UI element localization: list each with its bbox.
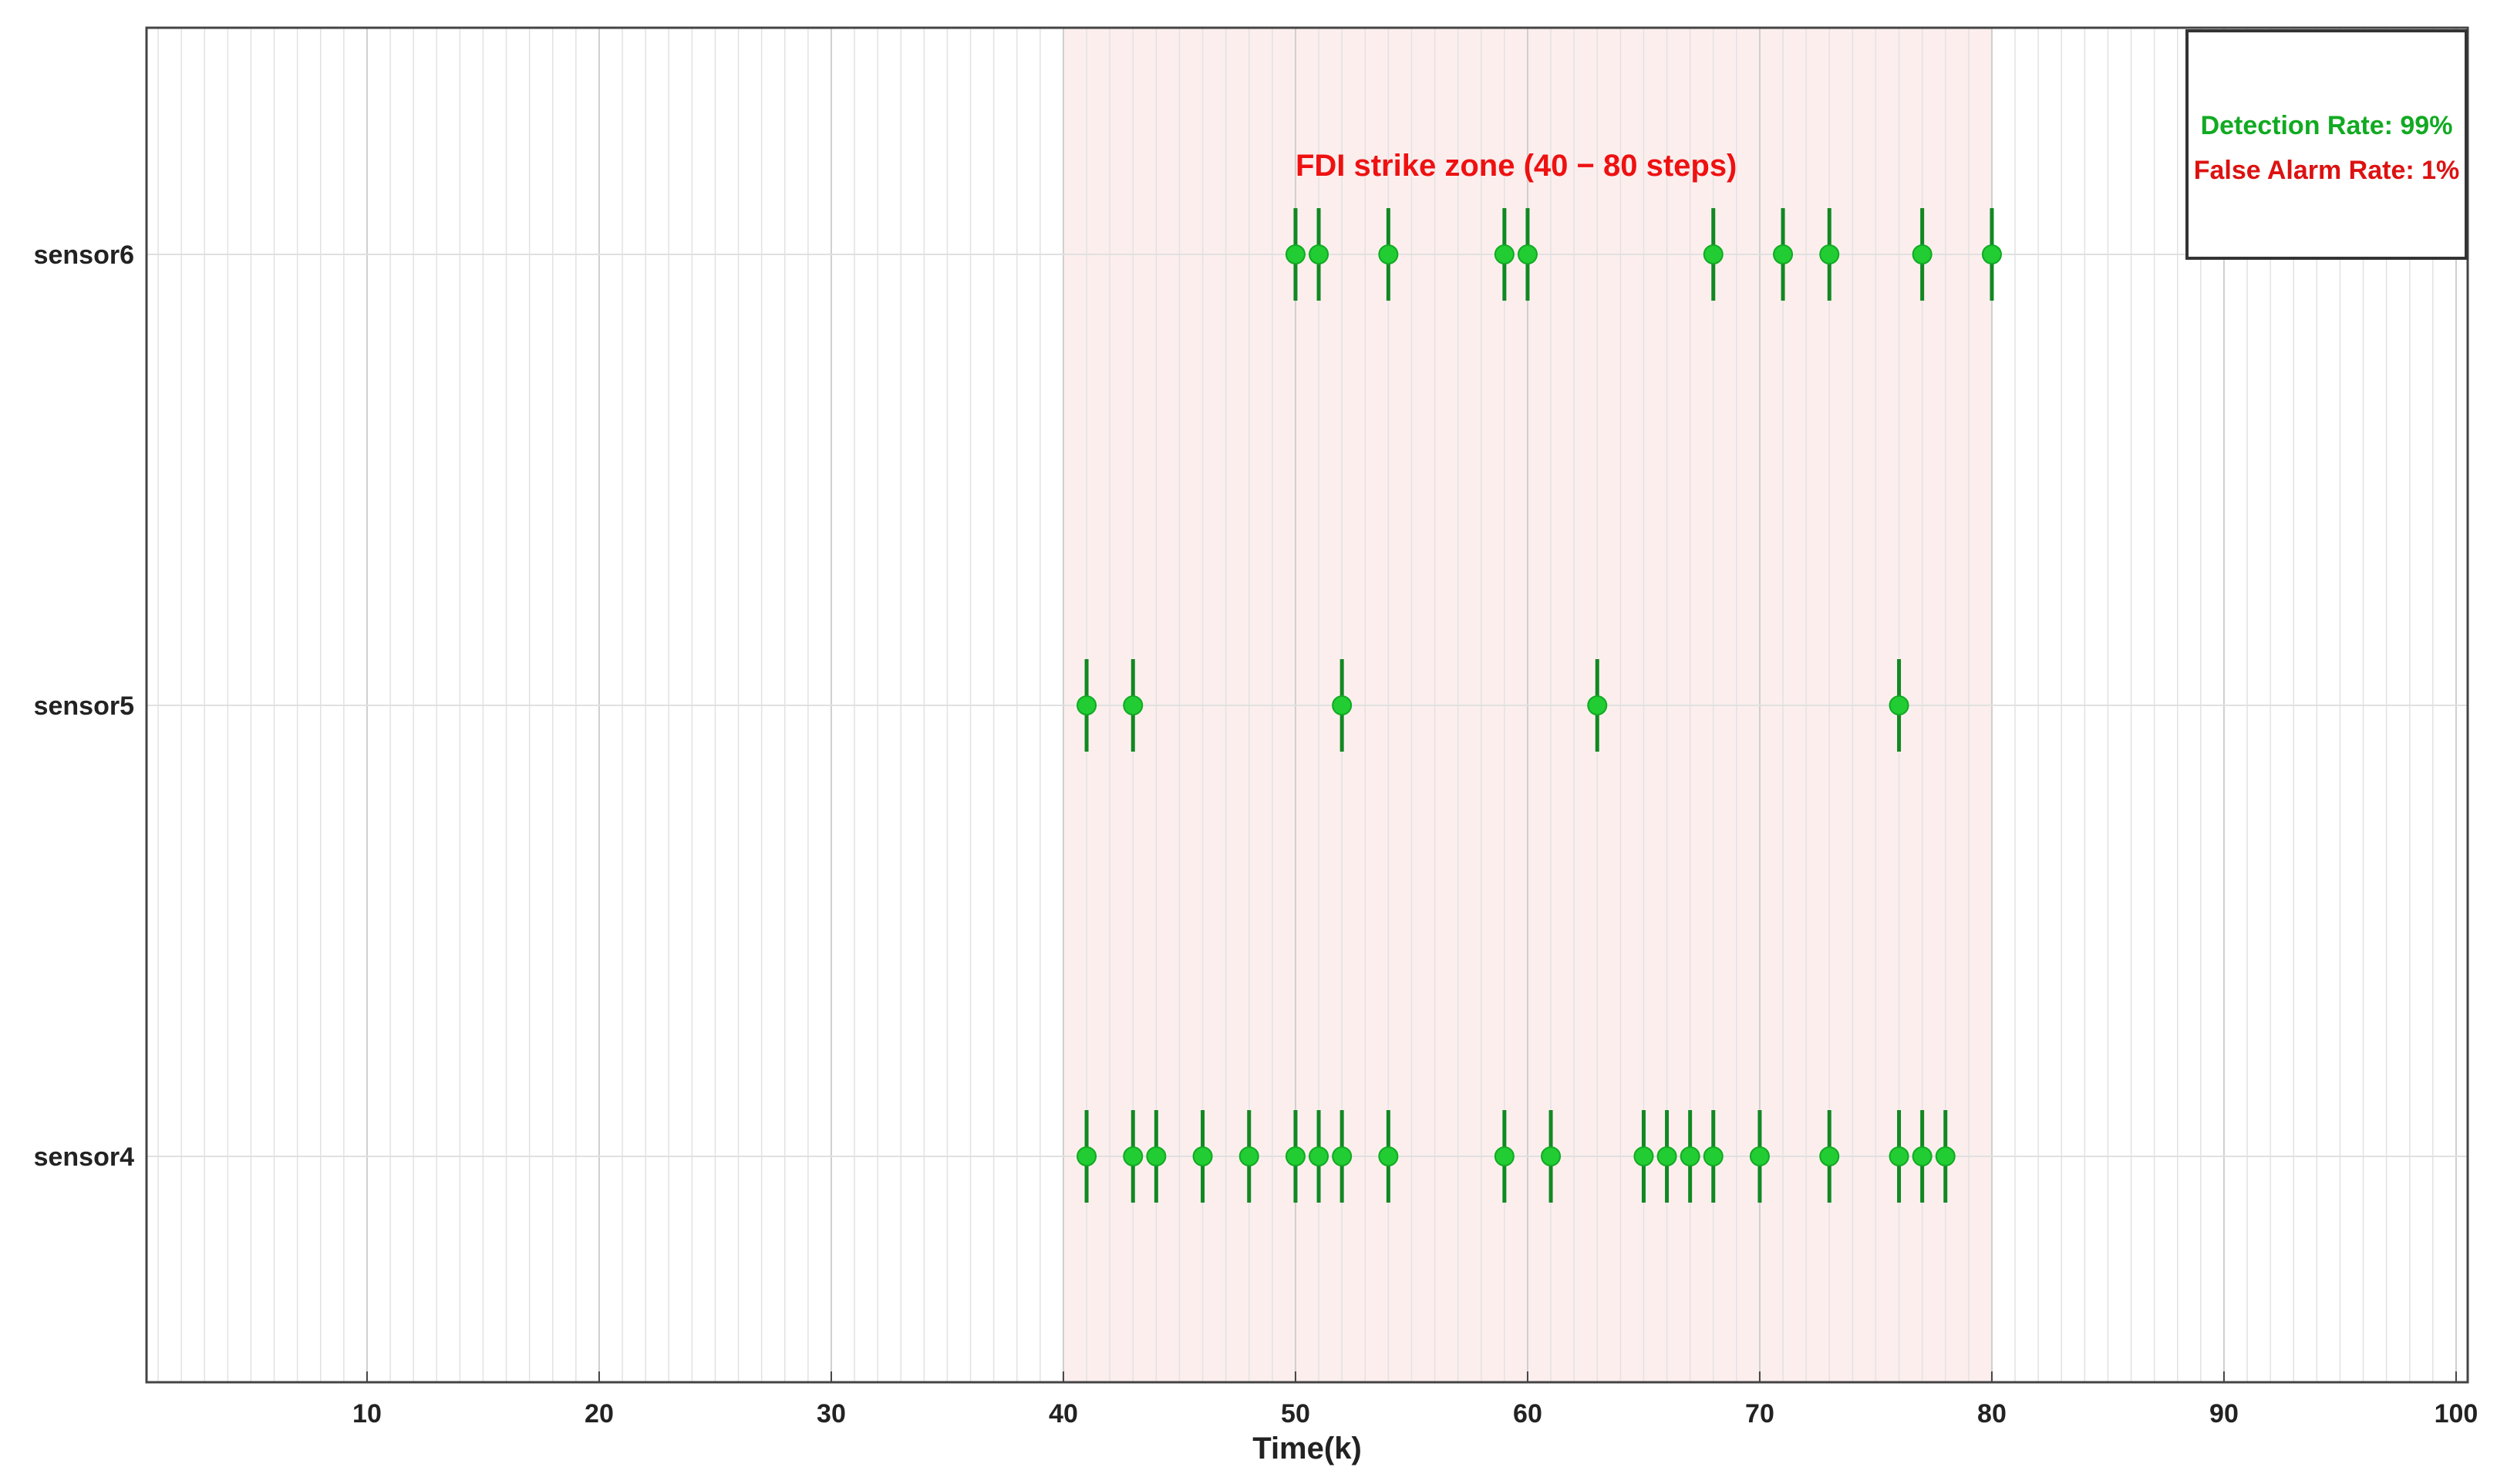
detection-point [1912, 244, 1933, 264]
detection-mark-sensor4-44 [1146, 1110, 1167, 1203]
detection-point [1633, 1146, 1654, 1166]
detection-mark-sensor6-80 [1981, 208, 2002, 301]
detection-point [1494, 244, 1515, 264]
detection-point [1587, 695, 1608, 715]
grid-layer [147, 28, 2468, 1382]
detection-point [1773, 244, 1794, 264]
detection-point [1680, 1146, 1700, 1166]
detection-point [1541, 1146, 1562, 1166]
x-tick-50: 50 [1281, 1399, 1310, 1428]
detection-marks [1077, 208, 2002, 1203]
y-tick-sensor4: sensor4 [34, 1142, 134, 1172]
detection-point [1749, 1146, 1770, 1166]
x-tick-40: 40 [1049, 1399, 1078, 1428]
detection-mark-sensor6-59 [1494, 208, 1515, 301]
detection-mark-sensor4-48 [1238, 1110, 1259, 1203]
detection-point [1309, 1146, 1329, 1166]
detection-point [1981, 244, 2002, 264]
detection-mark-sensor4-43 [1123, 1110, 1144, 1203]
detection-rate-label: Detection Rate: 99% [2201, 111, 2453, 140]
detection-mark-sensor4-66 [1656, 1110, 1677, 1203]
detection-mark-sensor6-77 [1912, 208, 1933, 301]
rate-annotation-box: Detection Rate: 99% False Alarm Rate: 1% [2185, 29, 2468, 260]
detection-point [1285, 1146, 1306, 1166]
detection-point [1889, 1146, 1909, 1166]
detection-mark-sensor4-78 [1935, 1110, 1956, 1203]
detection-mark-sensor4-41 [1077, 1110, 1097, 1203]
x-axis-title: Time(k) [1252, 1432, 1362, 1465]
detection-mark-sensor4-59 [1494, 1110, 1515, 1203]
detection-point [1819, 244, 1840, 264]
detection-point [1123, 1146, 1144, 1166]
detection-point [1819, 1146, 1840, 1166]
detection-mark-sensor4-68 [1703, 1110, 1724, 1203]
x-tick-80: 80 [1977, 1399, 2007, 1428]
x-tick-10: 10 [352, 1399, 382, 1428]
y-tick-labels: sensor6 sensor5 sensor4 [34, 241, 134, 1172]
false-alarm-rate-label: False Alarm Rate: 1% [2194, 156, 2460, 185]
plot-border [145, 26, 2469, 1384]
detection-mark-sensor5-76 [1889, 659, 1909, 752]
detection-point [1912, 1146, 1933, 1166]
y-tick-sensor6: sensor6 [34, 241, 134, 270]
detection-mark-sensor4-61 [1541, 1110, 1562, 1203]
x-tick-90: 90 [2209, 1399, 2239, 1428]
rate-annotation-frame [2185, 29, 2468, 260]
detection-point [1703, 244, 1724, 264]
detection-mark-sensor5-63 [1587, 659, 1608, 752]
detection-point [1378, 1146, 1399, 1166]
detection-point [1238, 1146, 1259, 1166]
detection-mark-sensor4-73 [1819, 1110, 1840, 1203]
detection-mark-sensor4-46 [1192, 1110, 1213, 1203]
x-tick-70: 70 [1745, 1399, 1774, 1428]
detection-point [1309, 244, 1329, 264]
detection-point [1378, 244, 1399, 264]
x-tick-30: 30 [817, 1399, 846, 1428]
detection-point [1889, 695, 1909, 715]
x-tick-labels: 10 20 30 40 50 60 70 80 90 100 [352, 1371, 2478, 1428]
detection-mark-sensor4-65 [1633, 1110, 1654, 1203]
detection-point [1494, 1146, 1515, 1166]
detection-point [1656, 1146, 1677, 1166]
detection-point [1285, 244, 1306, 264]
detection-mark-sensor4-51 [1309, 1110, 1329, 1203]
strike-zone-label: FDI strike zone (40 − 80 steps) [1296, 149, 1737, 183]
detection-point [1192, 1146, 1213, 1166]
detection-mark-sensor5-52 [1332, 659, 1353, 752]
detection-point [1332, 1146, 1353, 1166]
detection-mark-sensor4-76 [1889, 1110, 1909, 1203]
detection-point [1935, 1146, 1956, 1166]
detection-point [1146, 1146, 1167, 1166]
detection-mark-sensor6-71 [1773, 208, 1794, 301]
detection-mark-sensor6-54 [1378, 208, 1399, 301]
detection-point [1332, 695, 1353, 715]
detection-mark-sensor4-77 [1912, 1110, 1933, 1203]
detection-mark-sensor4-67 [1680, 1110, 1700, 1203]
detection-mark-sensor6-51 [1309, 208, 1329, 301]
detection-mark-sensor4-50 [1285, 1110, 1306, 1203]
detection-mark-sensor4-52 [1332, 1110, 1353, 1203]
detection-point [1517, 244, 1538, 264]
detection-mark-sensor6-60 [1517, 208, 1538, 301]
x-tick-60: 60 [1513, 1399, 1542, 1428]
detection-point [1123, 695, 1144, 715]
detection-point [1077, 1146, 1097, 1166]
detection-mark-sensor6-68 [1703, 208, 1724, 301]
x-tick-100: 100 [2435, 1399, 2478, 1428]
detection-mark-sensor6-50 [1285, 208, 1306, 301]
detection-mark-sensor6-73 [1819, 208, 1840, 301]
detection-point [1703, 1146, 1724, 1166]
x-tick-20: 20 [585, 1399, 614, 1428]
y-tick-sensor5: sensor5 [34, 692, 134, 721]
detection-point [1077, 695, 1097, 715]
detection-mark-sensor4-70 [1749, 1110, 1770, 1203]
detection-mark-sensor5-43 [1123, 659, 1144, 752]
detection-mark-sensor5-41 [1077, 659, 1097, 752]
detection-mark-sensor4-54 [1378, 1110, 1399, 1203]
